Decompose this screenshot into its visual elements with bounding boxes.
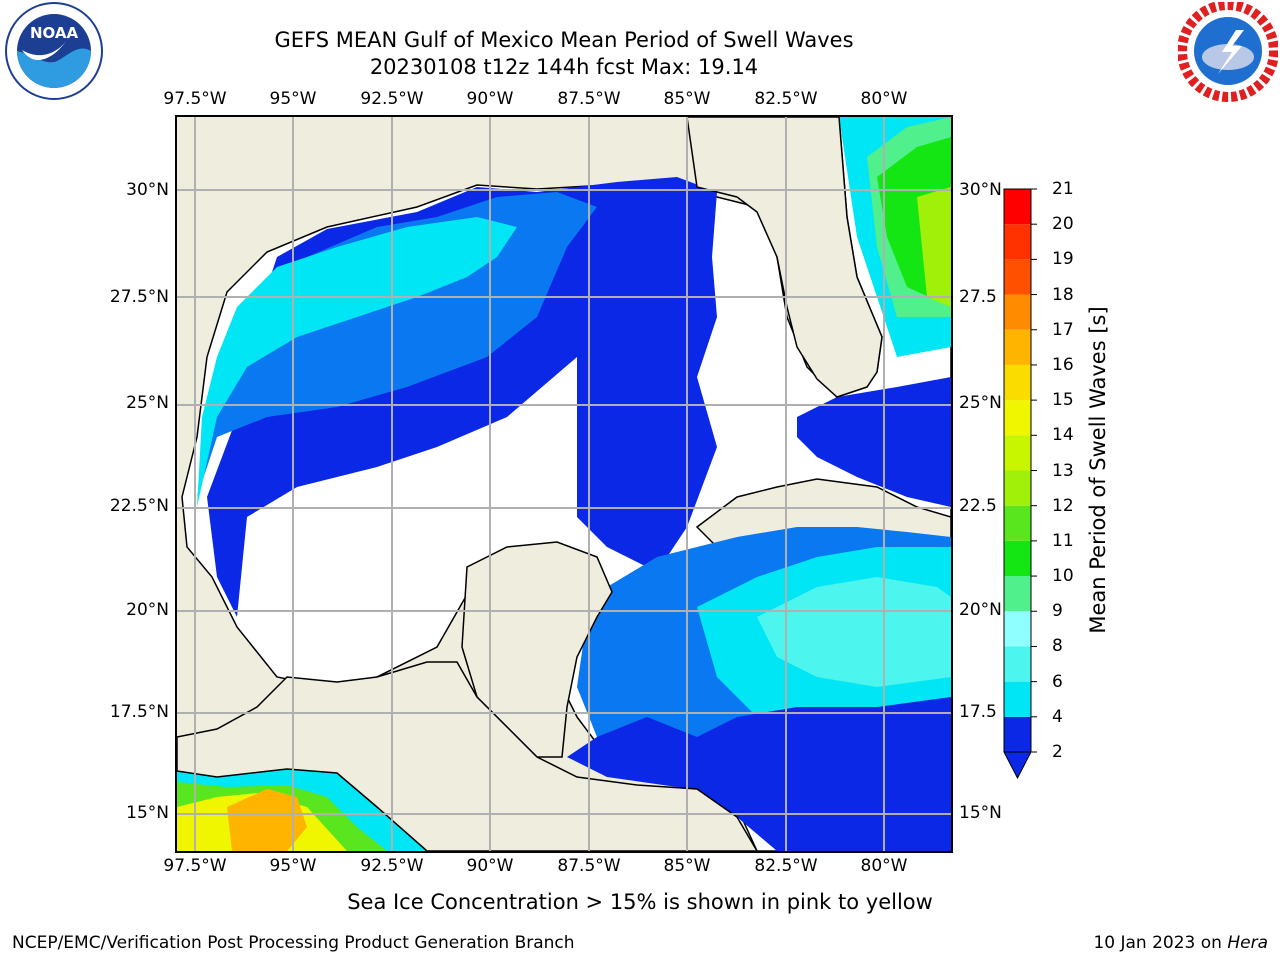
lat-label-left: 17.5°N: [109, 702, 169, 722]
colorbar-bin: [1004, 329, 1031, 365]
colorbar-bin: [1004, 364, 1031, 401]
colorbar-tick-label: 12: [1052, 495, 1074, 516]
swell-region-2-4s: [577, 177, 717, 567]
lat-label-right: 25°N: [959, 393, 1002, 413]
colorbar-bin: [1004, 681, 1031, 717]
florida-land: [686, 117, 883, 398]
lon-label-top: 97.5°W: [163, 89, 227, 109]
footer-date-text: 10 Jan 2023 on: [1093, 933, 1228, 953]
colorbar-tick-label: 19: [1052, 249, 1074, 270]
lon-label-bottom: 87.5°W: [557, 856, 621, 876]
colorbar-tick-label: 18: [1052, 284, 1074, 305]
lat-label-left: 22.5°N: [109, 496, 169, 516]
lon-label-bottom: 97.5°W: [163, 856, 227, 876]
sea-ice-note-text: Sea Ice Concentration > 15% is shown in …: [347, 890, 933, 914]
lat-label-right: 30°N: [959, 180, 1002, 200]
swell-region-13-14s: [917, 187, 951, 307]
swell-region-4-6s: [197, 192, 597, 497]
lat-label-right: 15°N: [959, 803, 1002, 823]
lat-label-left: 25°N: [126, 393, 169, 413]
colorbar-bin: [1004, 224, 1031, 260]
lat-label-left: 15°N: [126, 803, 169, 823]
lon-label-top: 82.5°W: [754, 89, 818, 109]
colorbar-tick-label: 16: [1052, 354, 1074, 375]
lon-label-bottom: 82.5°W: [754, 856, 818, 876]
swell-region-6-8s: [197, 217, 517, 507]
lon-label-top: 87.5°W: [557, 89, 621, 109]
nws-logo-icon: [1177, 0, 1279, 106]
colorbar-tick-label: 21: [1052, 179, 1074, 199]
colorbar-bin: [1004, 611, 1031, 647]
lat-label-right: 27.5: [959, 287, 997, 307]
colorbar-extend-min: [1003, 751, 1032, 780]
gulf-of-mexico-swell-period-map: [175, 115, 953, 853]
colorbar-tick-label: 4: [1052, 706, 1063, 727]
sea-ice-note: Sea Ice Concentration > 15% is shown in …: [0, 890, 1280, 914]
colorbar: [1003, 188, 1037, 780]
colorbar-bin: [1004, 646, 1031, 682]
lon-label-bottom: 80°W: [860, 856, 908, 876]
lat-label-right: 20°N: [959, 600, 1002, 620]
colorbar-tick-label: 6: [1052, 671, 1063, 692]
lat-label-left: 27.5°N: [109, 287, 169, 307]
central-america-land: [177, 661, 758, 851]
svg-text:NOAA: NOAA: [30, 24, 79, 42]
lon-label-top: 90°W: [466, 89, 514, 109]
colorbar-bin: [1004, 294, 1031, 330]
graticule: [177, 117, 951, 851]
colorbar-bin: [1004, 189, 1031, 225]
chart-subtitle: 20230108 t12z 144h fcst Max: 19.14: [369, 55, 759, 79]
colorbar-bin: [1004, 716, 1031, 752]
colorbar-tick-label: 13: [1052, 460, 1074, 481]
swell-region-2-4s: [567, 697, 951, 851]
colorbar-bin: [1004, 400, 1031, 436]
colorbar-bin: [1004, 259, 1031, 295]
colorbar-tick-label: 8: [1052, 636, 1063, 657]
footer-date: 10 Jan 2023 on Hera: [1093, 933, 1268, 953]
colorbar-tick-label: 17: [1052, 319, 1074, 340]
lon-label-top: 92.5°W: [360, 89, 424, 109]
colorbar-bin: [1004, 576, 1031, 612]
colorbar-tick-label: 14: [1052, 425, 1074, 446]
lon-label-bottom: 92.5°W: [360, 856, 424, 876]
colorbar-tick-label: 9: [1052, 601, 1063, 622]
footer-machine: Hera: [1227, 933, 1268, 953]
lon-label-bottom: 85°W: [663, 856, 711, 876]
colorbar-tick-label: 10: [1052, 566, 1074, 587]
colorbar-bin: [1004, 435, 1031, 471]
noaa-logo-icon: NOAA: [2, 2, 106, 106]
footer-credit: NCEP/EMC/Verification Post Processing Pr…: [12, 933, 575, 953]
lon-label-top: 95°W: [269, 89, 317, 109]
lat-label-left: 20°N: [126, 600, 169, 620]
lon-label-bottom: 90°W: [466, 856, 514, 876]
colorbar-tick-label: 15: [1052, 390, 1074, 411]
lon-label-top: 85°W: [663, 89, 711, 109]
colorbar-bin: [1004, 540, 1031, 577]
lon-label-top: 80°W: [860, 89, 908, 109]
swell-region-2-4s: [797, 377, 951, 507]
colorbar-bin: [1004, 470, 1031, 506]
lat-label-left: 30°N: [126, 180, 169, 200]
colorbar-tick-label: 20: [1052, 214, 1074, 235]
lat-label-right: 17.5: [959, 702, 997, 722]
colorbar-bin: [1004, 505, 1031, 541]
colorbar-label: Mean Period of Swell Waves [s]: [1086, 306, 1110, 634]
colorbar-tick-label: 11: [1052, 530, 1074, 551]
lat-label-right: 22.5: [959, 496, 997, 516]
colorbar-tick-label: 2: [1052, 742, 1063, 762]
swell-region-8-9s: [757, 577, 951, 687]
lon-label-bottom: 95°W: [269, 856, 317, 876]
chart-title: GEFS MEAN Gulf of Mexico Mean Period of …: [274, 28, 854, 52]
pacific-region-16-17s: [227, 789, 307, 851]
